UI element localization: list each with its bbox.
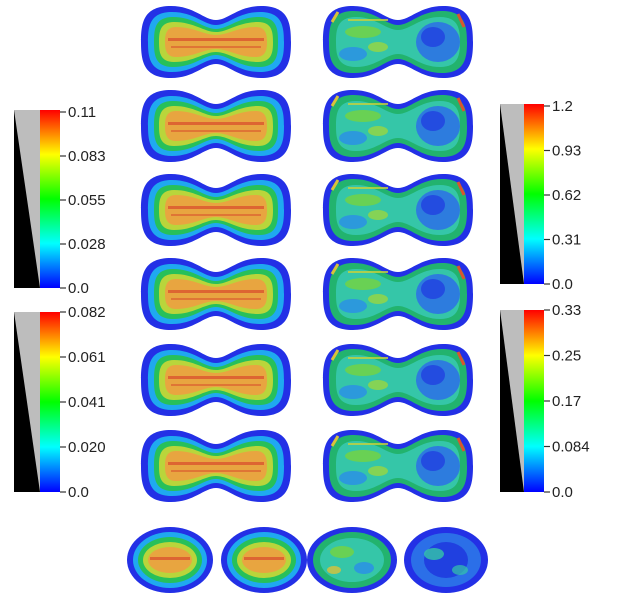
turbulent-field-4: [321, 256, 475, 332]
colorbar-tick-label: 0.084: [552, 439, 590, 456]
colorbar-tick-label: 1.2: [552, 98, 573, 115]
colorbar-ticks: 0.082 0.061 0.041 0.020 0.0: [60, 304, 106, 501]
colorbar-tick-label: 0.93: [552, 143, 581, 160]
colorbar-gradient: [40, 110, 60, 288]
colorbar-bottom-left: 0.082 0.061 0.041 0.020 0.0: [14, 304, 106, 501]
colorbar-tick-label: 0.62: [552, 187, 581, 204]
colorbar-ticks: 1.2 0.93 0.62 0.31 0.0: [544, 98, 581, 293]
smooth-field-4: [141, 258, 291, 330]
smooth-field-2: [141, 90, 291, 162]
colorbar-gradient: [524, 310, 544, 492]
field-row-3: [141, 172, 475, 248]
colorbar-gradient: [40, 312, 60, 492]
opacity-ramp-dark: [14, 312, 40, 492]
turbulent-field-5: [321, 342, 475, 418]
colorbar-gradient: [524, 104, 544, 284]
colorbar-tick-label: 0.17: [552, 393, 581, 410]
field-row-2: [141, 88, 475, 164]
field-row-4: [141, 256, 475, 332]
colorbar-tick-label: 0.0: [68, 280, 89, 297]
turbulent-blob-right: [404, 527, 488, 593]
colorbar-tick-label: 0.11: [68, 104, 96, 121]
smooth-field-3: [141, 174, 291, 246]
field-row-6: [141, 428, 475, 504]
colorbar-tick-label: 0.061: [68, 349, 106, 366]
colorbar-tick-label: 0.25: [552, 348, 581, 365]
smooth-blob-right: [221, 527, 307, 593]
colorbar-tick-label: 0.083: [68, 148, 106, 165]
colorbar-top-right: 1.2 0.93 0.62 0.31 0.0: [500, 98, 581, 293]
colorbar-tick-label: 0.055: [68, 192, 106, 209]
field-row-7: [127, 527, 488, 593]
colorbar-tick-label: 0.028: [68, 236, 106, 253]
colorbar-tick-label: 0.020: [68, 439, 106, 456]
colorbar-ticks: 0.33 0.25 0.17 0.084 0.0: [544, 302, 590, 501]
colorbar-ticks: 0.11 0.083 0.055 0.028 0.0: [60, 104, 106, 297]
opacity-ramp-dark: [14, 110, 40, 288]
colorbar-tick-label: 0.0: [552, 484, 573, 501]
field-row-1: [141, 4, 475, 80]
smooth-field-6: [141, 430, 291, 502]
colorbar-tick-label: 0.33: [552, 302, 581, 319]
opacity-ramp-dark: [500, 310, 524, 492]
smooth-blob-left: [127, 527, 213, 593]
colorbar-tick-label: 0.041: [68, 394, 106, 411]
turbulent-field-3: [321, 172, 475, 248]
field-row-5: [141, 342, 475, 418]
colorbar-top-left: 0.11 0.083 0.055 0.028 0.0: [14, 104, 106, 297]
smooth-field-5: [141, 344, 291, 416]
colorbar-tick-label: 0.0: [68, 484, 89, 501]
colorbar-tick-label: 0.31: [552, 232, 581, 249]
smooth-field-1: [141, 6, 291, 78]
colorbar-tick-label: 0.0: [552, 276, 573, 293]
opacity-ramp-dark: [500, 104, 524, 284]
turbulent-field-1: [321, 4, 475, 80]
turbulent-blob-left: [307, 527, 397, 593]
turbulent-field-2: [321, 88, 475, 164]
colorbar-tick-label: 0.082: [68, 304, 106, 321]
colorbar-bottom-right: 0.33 0.25 0.17 0.084 0.0: [500, 302, 590, 501]
turbulent-field-6: [321, 428, 475, 504]
